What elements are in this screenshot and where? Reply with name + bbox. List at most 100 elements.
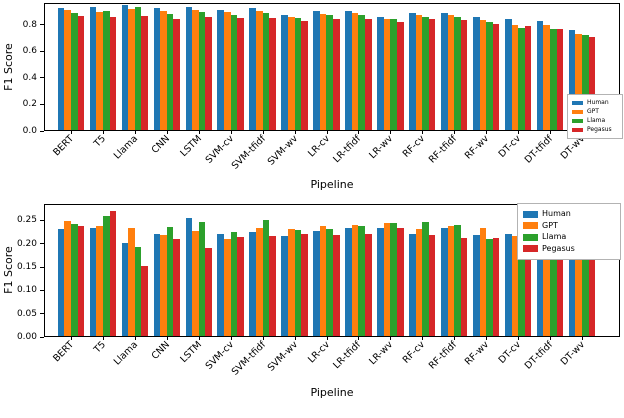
x-tick-mark xyxy=(262,131,264,134)
bar-pegasus-lr-wv xyxy=(396,22,404,130)
bar-group-rf-wv xyxy=(470,4,502,130)
bottom-f1-bar-chart: F1 Score Human GPT Llama Pegasus Pipeline 0… xyxy=(0,195,624,404)
bar-human-svm-cv xyxy=(217,9,225,130)
bar-human-svm-tfidf xyxy=(249,232,256,336)
x-tick-mark xyxy=(454,131,456,134)
bar-group-dt-tfidf xyxy=(534,4,566,130)
bar-human-lstm xyxy=(185,217,193,336)
bar-llama-lstm xyxy=(198,222,206,336)
bar-pegasus-rf-tfidf xyxy=(460,19,468,130)
bar-gpt-dt-wv xyxy=(575,252,582,336)
bar-llama-cnn xyxy=(166,227,174,336)
bar-gpt-rf-wv xyxy=(479,19,487,130)
bar-pegasus-cnn xyxy=(173,18,180,130)
y-tick-label: 0.4 xyxy=(22,72,37,83)
y-tick-mark xyxy=(40,243,44,245)
bar-group-rf-tfidf xyxy=(438,205,470,336)
x-tick-mark xyxy=(230,337,232,340)
x-tick-mark xyxy=(390,337,392,340)
bar-pegasus-dt-wv xyxy=(588,249,596,336)
bar-human-rf-wv xyxy=(472,16,480,130)
bar-llama-dt-tfidf xyxy=(550,28,557,130)
bar-human-rf-tfidf xyxy=(441,227,448,336)
bar-llama-t5 xyxy=(102,10,110,130)
bar-pegasus-svm-wv xyxy=(301,20,308,130)
bar-pegasus-lstm xyxy=(205,16,212,130)
bar-human-rf-cv xyxy=(409,233,416,336)
bar-gpt-lr-tfidf xyxy=(351,13,359,130)
x-axis-label: Pipeline xyxy=(310,386,354,399)
bar-llama-svm-tfidf xyxy=(262,220,270,336)
bar-group-svm-cv xyxy=(215,205,247,336)
bar-llama-svm-wv xyxy=(294,18,302,130)
bar-pegasus-llama xyxy=(141,15,149,130)
bar-gpt-rf-tfidf xyxy=(447,225,455,336)
bar-pegasus-svm-cv xyxy=(237,236,244,336)
x-tick-mark xyxy=(294,131,296,134)
bar-gpt-svm-cv xyxy=(224,239,231,336)
bar-gpt-lr-wv xyxy=(383,18,391,130)
x-tick-mark xyxy=(454,337,456,340)
legend-label-pegasus: Pegasus xyxy=(542,243,575,253)
x-tick-mark xyxy=(582,337,584,340)
bar-group-svm-cv xyxy=(215,4,247,130)
bar-pegasus-svm-tfidf xyxy=(269,235,276,336)
bar-pegasus-rf-tfidf xyxy=(460,237,468,336)
bar-llama-dt-cv xyxy=(518,27,525,130)
bar-llama-rf-wv xyxy=(486,21,493,130)
bar-group-rf-wv xyxy=(470,205,502,336)
legend-label-pegasus: Pegasus xyxy=(587,125,612,133)
legend-entry-pegasus: Pegasus xyxy=(523,243,615,254)
legend-label-gpt: GPT xyxy=(542,220,558,230)
y-tick-mark xyxy=(40,266,44,268)
x-tick-mark xyxy=(358,337,360,340)
legend-entry-human: Human xyxy=(572,99,618,107)
bar-group-lr-wv xyxy=(374,4,406,130)
bar-human-lr-tfidf xyxy=(345,10,352,130)
x-tick-mark xyxy=(230,131,232,134)
bar-pegasus-lr-tfidf xyxy=(365,19,372,130)
legend-swatch-gpt xyxy=(572,109,583,114)
legend-entry-llama: Llama xyxy=(572,116,618,125)
bar-group-dt-cv xyxy=(502,4,534,130)
legend-label-gpt: GPT xyxy=(587,107,599,115)
bar-gpt-rf-cv xyxy=(415,228,423,336)
bar-pegasus-lr-wv xyxy=(396,227,404,336)
bar-human-t5 xyxy=(89,227,97,336)
bar-group-lr-cv xyxy=(311,4,343,130)
bar-llama-svm-cv xyxy=(230,231,238,336)
bar-human-dt-wv xyxy=(568,250,576,336)
bar-group-lr-cv xyxy=(311,205,343,336)
bar-group-rf-tfidf xyxy=(438,4,470,130)
y-tick-label: 0.6 xyxy=(22,46,37,57)
bar-pegasus-lr-cv xyxy=(333,19,340,130)
bar-human-lr-cv xyxy=(313,231,320,336)
bar-human-dt-wv xyxy=(568,30,576,130)
y-tick-mark xyxy=(40,289,44,291)
y-tick-label: 0.25 xyxy=(16,215,37,226)
legend-label-llama: Llama xyxy=(587,116,606,124)
bar-llama-dt-cv xyxy=(518,239,525,336)
x-tick-mark xyxy=(102,337,104,340)
bar-pegasus-svm-wv xyxy=(301,233,308,336)
bar-gpt-lr-cv xyxy=(319,225,327,336)
y-tick-label: 0.0 xyxy=(22,126,37,136)
bar-human-dt-tfidf xyxy=(536,20,544,130)
x-tick-mark xyxy=(166,131,168,134)
x-tick-mark xyxy=(294,337,296,340)
bar-pegasus-lstm xyxy=(205,247,212,336)
legend-swatch-human xyxy=(523,210,538,218)
legend-swatch-human xyxy=(572,100,583,105)
bar-llama-lr-wv xyxy=(390,18,397,130)
bar-gpt-svm-wv xyxy=(287,228,295,336)
legend-swatch-gpt xyxy=(523,222,538,230)
bar-llama-llama xyxy=(134,246,142,336)
x-axis-label: Pipeline xyxy=(310,178,354,191)
bar-gpt-svm-wv xyxy=(287,17,295,130)
bar-group-svm-tfidf xyxy=(247,4,279,130)
bar-llama-lr-cv xyxy=(326,15,334,130)
bar-pegasus-bert xyxy=(77,16,85,130)
bar-gpt-lr-wv xyxy=(383,223,391,336)
y-tick-mark xyxy=(40,50,44,52)
bar-llama-bert xyxy=(70,224,78,336)
